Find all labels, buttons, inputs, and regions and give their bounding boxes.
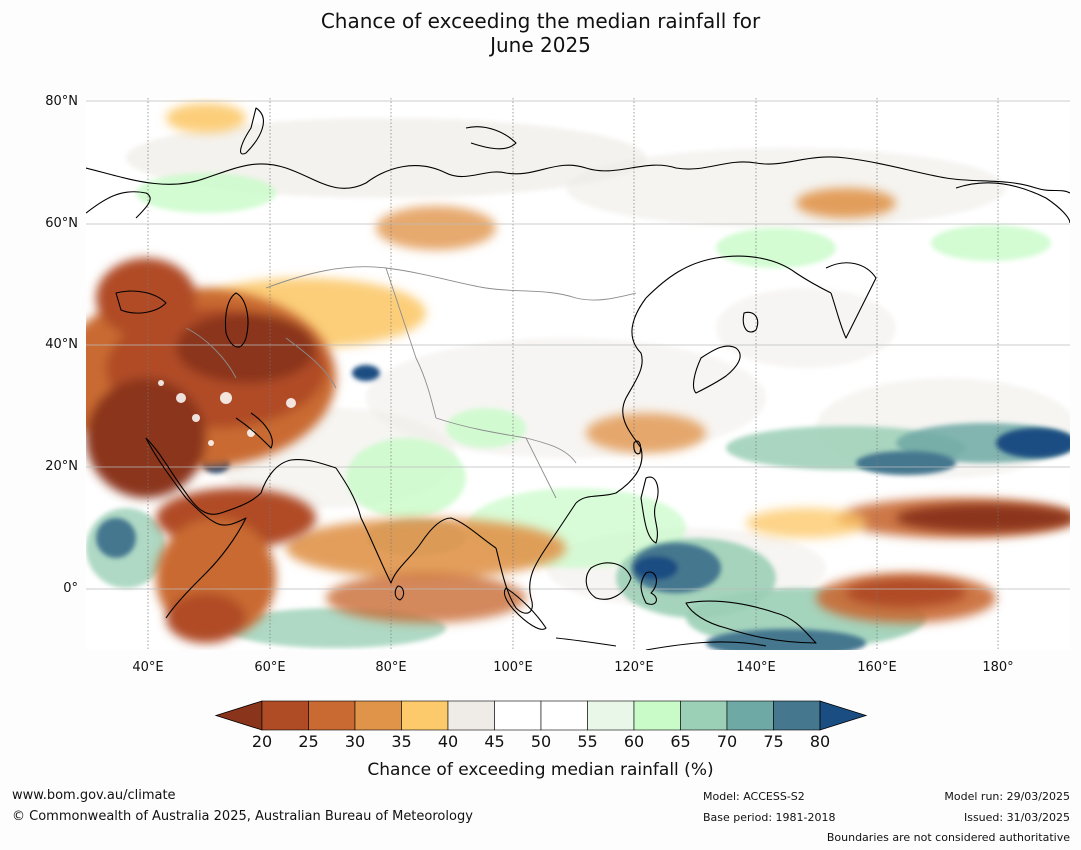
copyright-text: © Commonwealth of Australia 2025, Austra… xyxy=(12,809,473,824)
colorbar-tick-20: 20 xyxy=(251,732,273,751)
title-line-2: June 2025 xyxy=(490,33,591,57)
colorbar-segment-40-45 xyxy=(447,700,495,731)
colorbar-segment-45-50 xyxy=(494,700,542,731)
latitude-lines xyxy=(86,100,1070,590)
colorbar-segment-30-35 xyxy=(354,700,402,731)
very-dry-layer xyxy=(86,258,1070,643)
colorbar-tick-45: 45 xyxy=(484,732,505,751)
lat-label-40n: 40°N xyxy=(45,337,78,352)
colorbar-tick-30: 30 xyxy=(344,732,366,751)
issued-text: Issued: 31/03/2025 xyxy=(963,811,1070,824)
graticule xyxy=(147,98,999,650)
colorbar-segment-35-40 xyxy=(401,700,449,731)
lat-label-60n: 60°N xyxy=(45,216,78,231)
colorbar-segment-25-30 xyxy=(308,700,356,731)
title-line-1: Chance of exceeding the median rainfall … xyxy=(320,9,761,33)
colorbar-segment-70-75 xyxy=(726,700,774,731)
colorbar-tick-55: 55 xyxy=(577,732,598,751)
colorbar-segment-60-65 xyxy=(633,700,681,731)
coastlines xyxy=(86,107,1070,650)
speckle-layer xyxy=(158,380,296,446)
colorbar-segments xyxy=(214,700,868,731)
lat-label-0: 0° xyxy=(63,581,78,596)
colorbar-segment-75-80 xyxy=(773,700,821,731)
map-svg xyxy=(86,98,1070,650)
colorbar-tick-25: 25 xyxy=(298,732,319,751)
lon-label-160e: 160°E xyxy=(857,660,897,675)
lon-label-60e: 60°E xyxy=(254,660,286,675)
lat-label-20n: 20°N xyxy=(45,459,78,474)
colorbar-extend-low xyxy=(214,700,263,731)
colorbar-tick-75: 75 xyxy=(763,732,784,751)
dry-field-layer xyxy=(166,103,1070,623)
colorbar-tick-50: 50 xyxy=(530,732,552,751)
base-period-text: Base period: 1981-2018 xyxy=(703,811,836,824)
colorbar-tick-60: 60 xyxy=(623,732,645,751)
website-link[interactable]: www.bom.gov.au/climate xyxy=(12,788,176,803)
lon-label-40e: 40°E xyxy=(132,660,164,675)
model-text: Model: ACCESS-S2 xyxy=(703,790,805,803)
colorbar-tick-35: 35 xyxy=(391,732,412,751)
colorbar-segment-20-25 xyxy=(261,700,309,731)
colorbar-segment-50-55 xyxy=(540,700,588,731)
colorbar-tick-80: 80 xyxy=(809,732,831,751)
colorbar-segment-65-70 xyxy=(680,700,728,731)
colorbar-tick-70: 70 xyxy=(716,732,738,751)
national-borders xyxy=(185,266,637,499)
chart-title: Chance of exceeding the median rainfall … xyxy=(0,9,1081,57)
lon-label-80e: 80°E xyxy=(375,660,407,675)
colorbar-label: Chance of exceeding median rainfall (%) xyxy=(367,760,714,780)
model-run-text: Model run: 29/03/2025 xyxy=(944,790,1070,803)
colorbar-segment-55-60 xyxy=(587,700,635,731)
lon-label-140e: 140°E xyxy=(736,660,776,675)
rainfall-map xyxy=(86,98,1070,650)
lon-label-100e: 100°E xyxy=(493,660,533,675)
colorbar-tick-40: 40 xyxy=(437,732,459,751)
lat-label-80n: 80°N xyxy=(45,94,78,109)
colorbar-tick-65: 65 xyxy=(670,732,691,751)
colorbar-extend-high xyxy=(819,700,868,731)
lon-label-120e: 120°E xyxy=(614,660,654,675)
lon-label-180: 180° xyxy=(982,660,1014,675)
disclaimer-text: Boundaries are not considered authoritat… xyxy=(826,831,1070,844)
